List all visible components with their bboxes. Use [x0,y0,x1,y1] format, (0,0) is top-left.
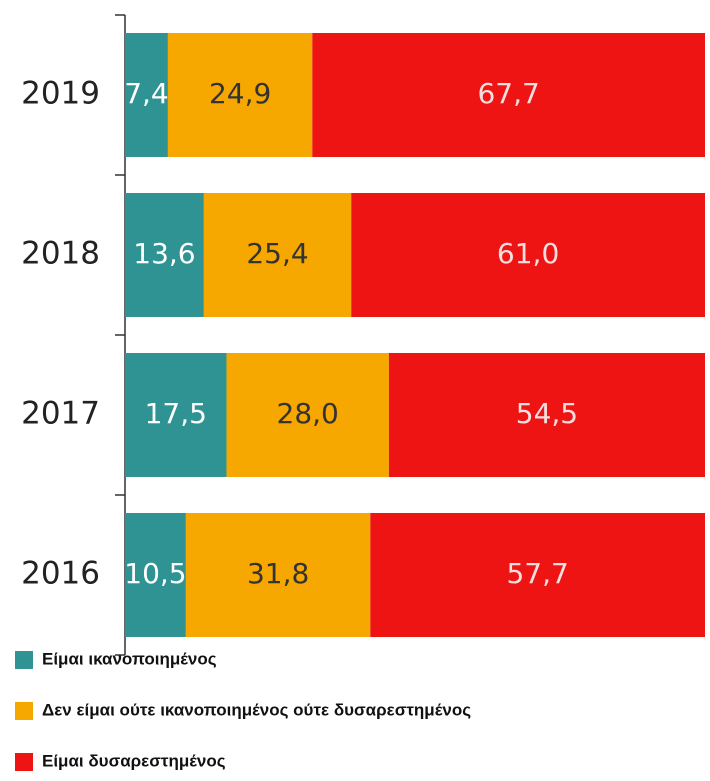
bar-segment [185,513,371,637]
legend-swatch [15,702,33,720]
legend-label: Είμαι ικανοποιημένος [42,649,217,668]
data-label: 67,7 [477,77,539,110]
data-label: 54,5 [516,397,578,430]
data-label: 7,4 [124,77,169,110]
bar-segment [125,353,227,477]
bar-segment [125,33,168,157]
bar-segment [203,193,352,317]
bar-segment [351,193,705,317]
data-label: 10,5 [124,557,186,590]
y-tick-label: 2019 [21,76,100,112]
bar-segment [388,353,705,477]
data-label: 13,6 [133,237,195,270]
data-label: 31,8 [247,557,309,590]
y-tick-label: 2017 [21,396,100,432]
bar-segment [167,33,313,157]
bar-segment [312,33,705,157]
y-tick-label: 2016 [21,556,100,592]
bar-segment [370,513,705,637]
bar-segment [125,513,186,637]
data-label: 61,0 [497,237,559,270]
data-label: 24,9 [209,77,271,110]
bar-segment [226,353,389,477]
data-label: 57,7 [506,557,568,590]
data-label: 17,5 [145,397,207,430]
bar-segment [125,193,204,317]
legend-label: Είμαι δυσαρεστημένος [42,751,226,770]
y-tick-label: 2018 [21,236,100,272]
legend-swatch [15,753,33,771]
data-label: 25,4 [246,237,308,270]
legend-label: Δεν είμαι ούτε ικανοποιημένος ούτε δυσαρ… [42,700,471,719]
legend-swatch [15,651,33,669]
data-label: 28,0 [277,397,339,430]
